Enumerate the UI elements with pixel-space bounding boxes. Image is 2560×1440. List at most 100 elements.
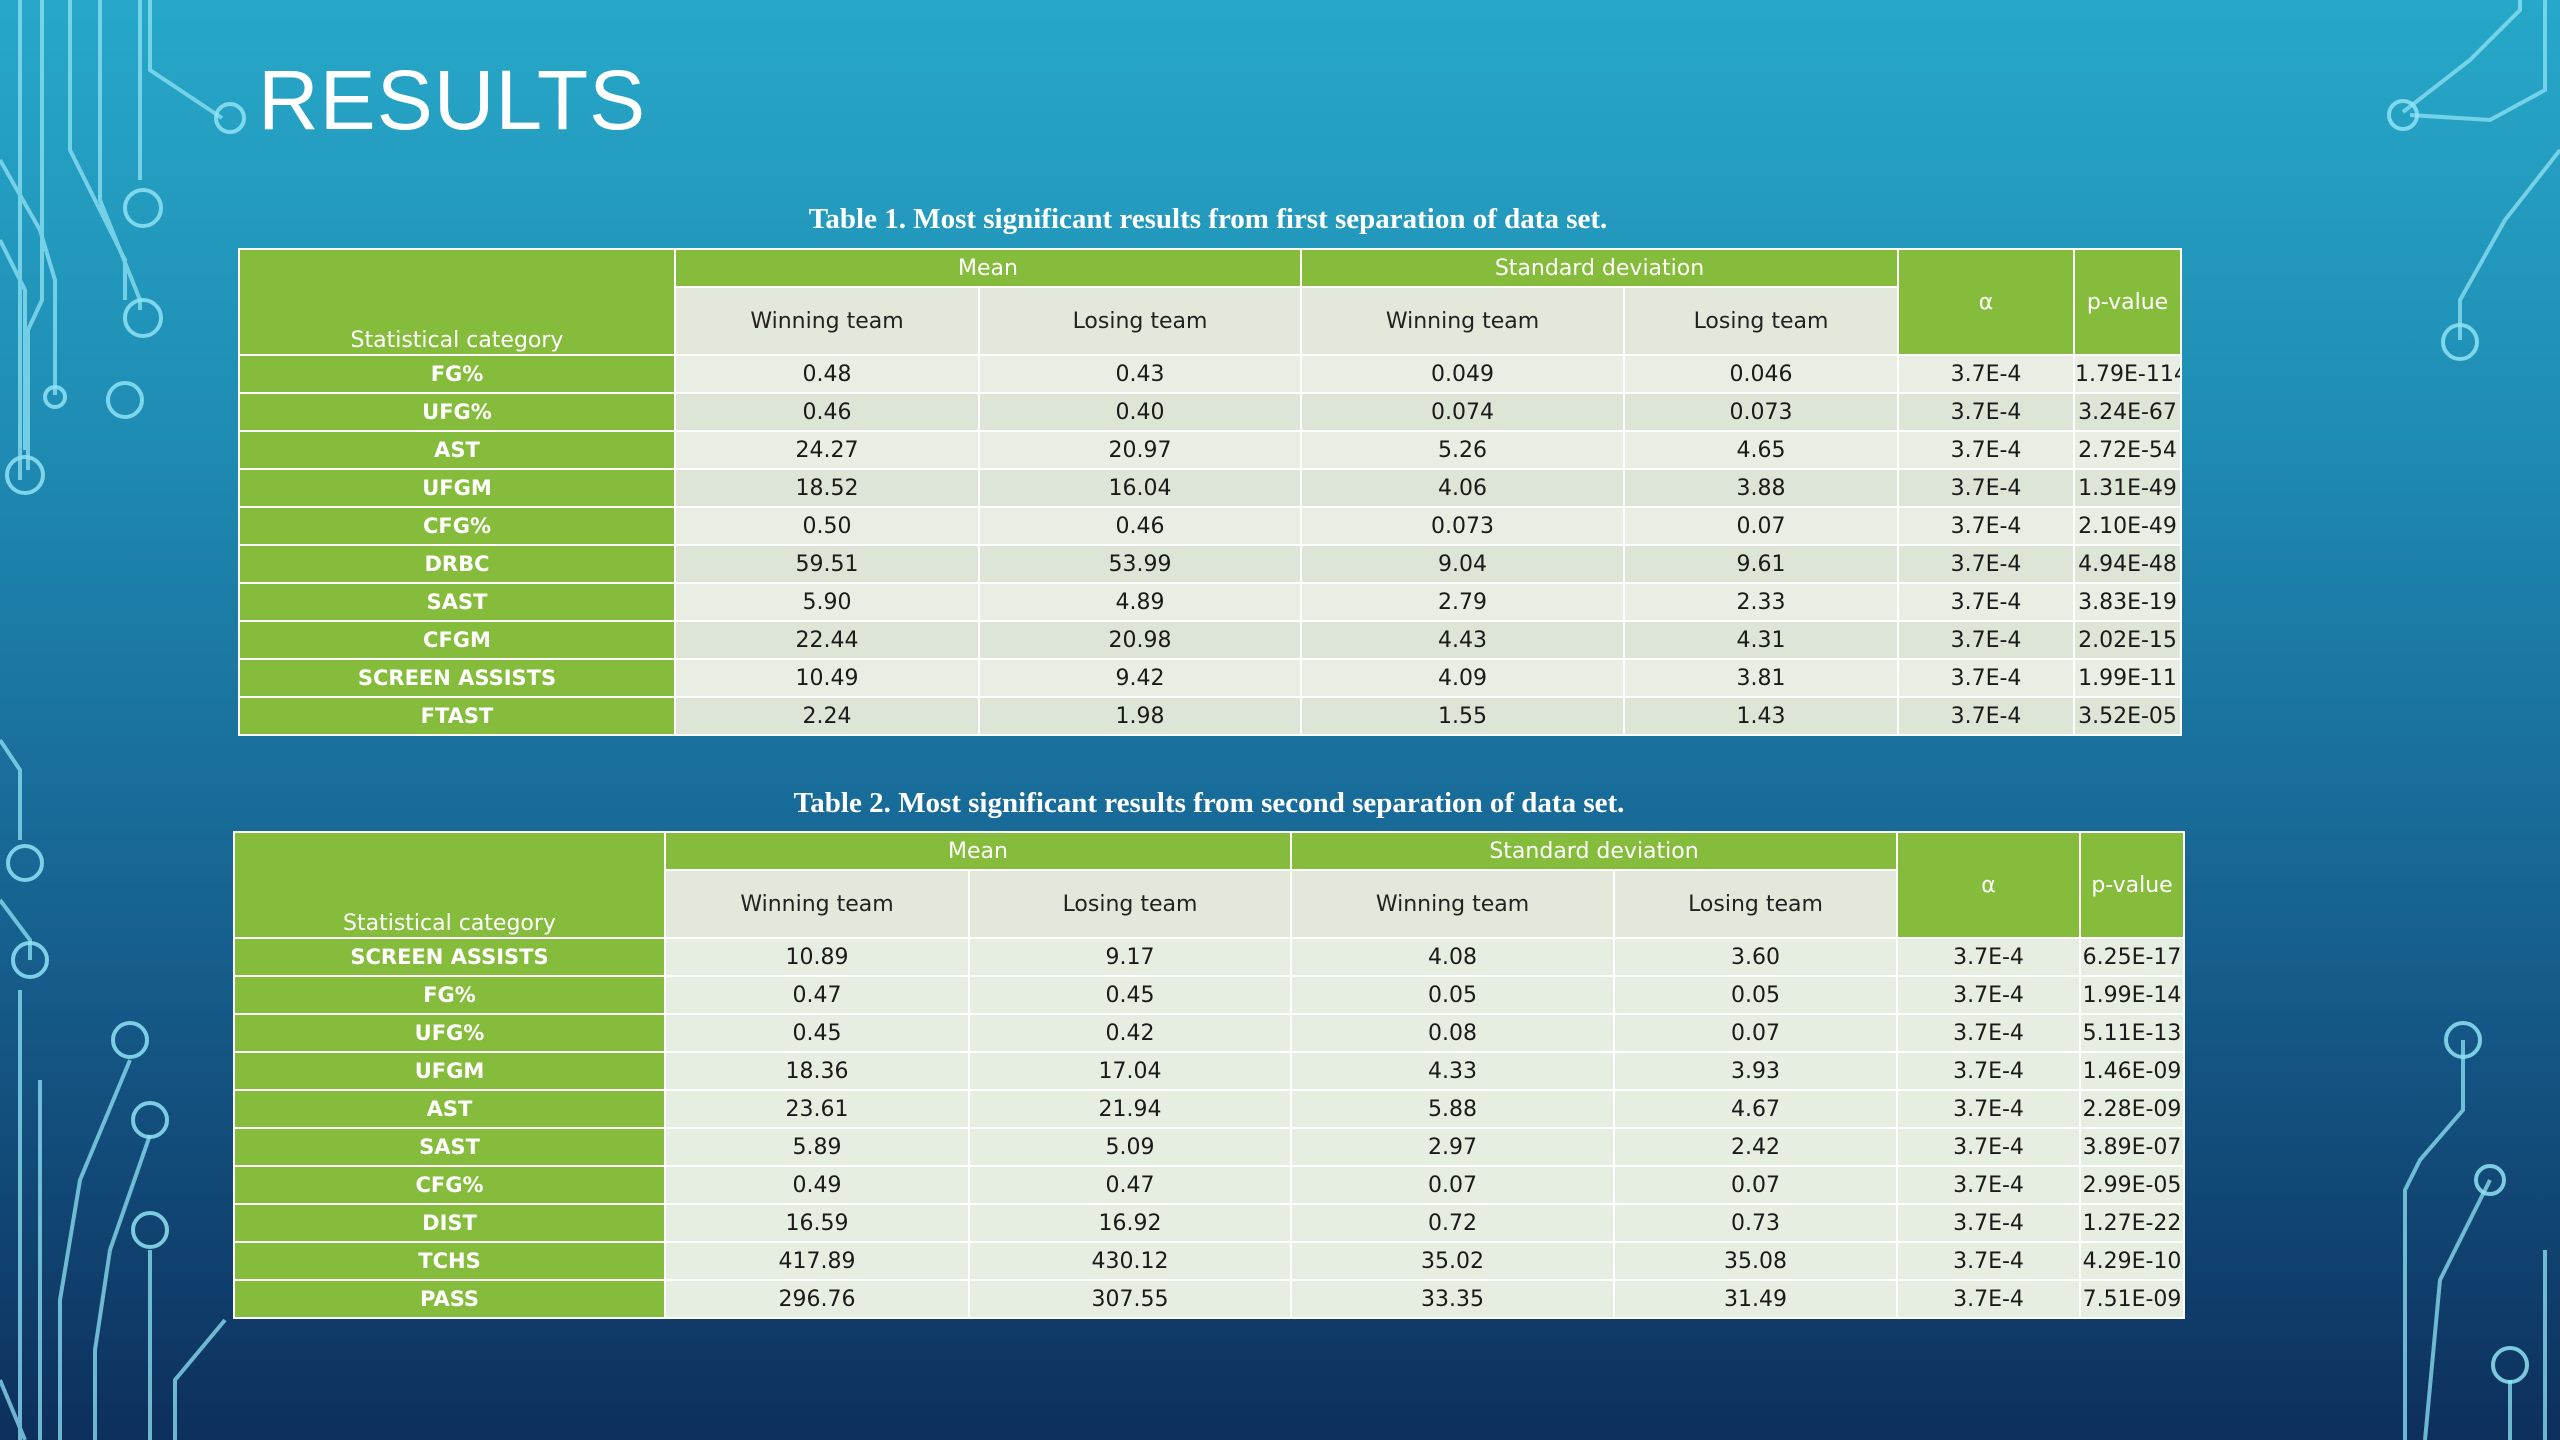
header-standard-deviation: Standard deviation	[1300, 248, 1900, 288]
header-std-losing-team: Losing team	[1613, 869, 1899, 939]
cell-std-losing: 2.33	[1623, 582, 1900, 622]
cell-category: UFG%	[233, 1013, 666, 1053]
cell-mean-winning: 417.89	[664, 1241, 970, 1281]
cell-std-losing: 0.073	[1623, 392, 1900, 432]
cell-category: TCHS	[233, 1241, 666, 1281]
cell-alpha: 3.7E-4	[1896, 1013, 2082, 1053]
cell-alpha: 3.7E-4	[1896, 975, 2082, 1015]
cell-mean-losing: 53.99	[977, 544, 1303, 584]
header-std-winning-team: Winning team	[1300, 286, 1626, 356]
table-row: CFG% 0.50 0.46 0.073 0.07 3.7E-4 2.10E-49	[238, 506, 2183, 546]
cell-mean-winning: 10.49	[674, 658, 980, 698]
cell-std-winning: 4.33	[1290, 1051, 1616, 1091]
cell-mean-losing: 16.92	[967, 1203, 1293, 1243]
cell-std-winning: 0.07	[1290, 1165, 1616, 1205]
cell-mean-winning: 23.61	[664, 1089, 970, 1129]
table-row: CFG% 0.49 0.47 0.07 0.07 3.7E-4 2.99E-05	[233, 1165, 2186, 1205]
header-statistical-category: Statistical category	[238, 248, 676, 356]
header-p-value: p-value	[2079, 831, 2186, 939]
cell-mean-winning: 0.47	[664, 975, 970, 1015]
cell-category: CFG%	[233, 1165, 666, 1205]
table-row: CFGM 22.44 20.98 4.43 4.31 3.7E-4 2.02E-15	[238, 620, 2183, 660]
cell-mean-winning: 16.59	[664, 1203, 970, 1243]
cell-alpha: 3.7E-4	[1897, 392, 2076, 432]
cell-mean-losing: 16.04	[977, 468, 1303, 508]
cell-category: UFG%	[238, 392, 676, 432]
cell-mean-losing: 5.09	[967, 1127, 1293, 1167]
table-row: UFGM 18.36 17.04 4.33 3.93 3.7E-4 1.46E-09	[233, 1051, 2186, 1091]
cell-mean-losing: 0.43	[977, 354, 1303, 394]
cell-std-winning: 0.08	[1290, 1013, 1616, 1053]
cell-std-losing: 3.88	[1623, 468, 1900, 508]
header-statistical-category: Statistical category	[233, 831, 666, 939]
table-row: FG% 0.47 0.45 0.05 0.05 3.7E-4 1.99E-14	[233, 975, 2186, 1015]
header-std-losing-team: Losing team	[1623, 286, 1900, 356]
cell-mean-losing: 20.98	[977, 620, 1303, 660]
cell-std-winning: 0.073	[1300, 506, 1626, 546]
cell-std-winning: 9.04	[1300, 544, 1626, 584]
cell-category: FG%	[233, 975, 666, 1015]
table-row: FG% 0.48 0.43 0.049 0.046 3.7E-4 1.79E-114	[238, 354, 2183, 394]
cell-alpha: 3.7E-4	[1896, 1089, 2082, 1129]
cell-std-winning: 0.05	[1290, 975, 1616, 1015]
header-mean-winning-team: Winning team	[664, 869, 970, 939]
cell-p-value: 1.79E-114	[2073, 354, 2183, 394]
table-row: DRBC 59.51 53.99 9.04 9.61 3.7E-4 4.94E-48	[238, 544, 2183, 584]
table-row: UFG% 0.46 0.40 0.074 0.073 3.7E-4 3.24E-67	[238, 392, 2183, 432]
cell-std-winning: 4.09	[1300, 658, 1626, 698]
cell-category: UFGM	[238, 468, 676, 508]
cell-alpha: 3.7E-4	[1896, 1241, 2082, 1281]
cell-std-losing: 0.07	[1613, 1013, 1899, 1053]
cell-std-losing: 0.07	[1623, 506, 1900, 546]
cell-alpha: 3.7E-4	[1896, 1165, 2082, 1205]
table-row: AST 24.27 20.97 5.26 4.65 3.7E-4 2.72E-54	[238, 430, 2183, 470]
cell-mean-losing: 0.46	[977, 506, 1303, 546]
table-row: SAST 5.89 5.09 2.97 2.42 3.7E-4 3.89E-07	[233, 1127, 2186, 1167]
header-std-winning-team: Winning team	[1290, 869, 1616, 939]
header-mean-losing-team: Losing team	[967, 869, 1293, 939]
cell-category: SCREEN ASSISTS	[238, 658, 676, 698]
cell-alpha: 3.7E-4	[1897, 468, 2076, 508]
header-mean: Mean	[673, 248, 1303, 288]
cell-std-winning: 4.08	[1290, 937, 1616, 977]
cell-std-winning: 35.02	[1290, 1241, 1616, 1281]
cell-std-losing: 4.67	[1613, 1089, 1899, 1129]
cell-mean-losing: 9.42	[977, 658, 1303, 698]
cell-p-value: 1.27E-22	[2079, 1203, 2186, 1243]
cell-std-losing: 31.49	[1613, 1279, 1899, 1319]
cell-category: SAST	[238, 582, 676, 622]
cell-mean-losing: 0.47	[967, 1165, 1293, 1205]
cell-alpha: 3.7E-4	[1897, 506, 2076, 546]
table2-body: SCREEN ASSISTS 10.89 9.17 4.08 3.60 3.7E-4 6.2…	[233, 937, 2186, 1319]
cell-p-value: 4.94E-48	[2073, 544, 2183, 584]
cell-std-losing: 3.93	[1613, 1051, 1899, 1091]
cell-category: FTAST	[238, 696, 676, 736]
cell-std-losing: 3.81	[1623, 658, 1900, 698]
table-row: SCREEN ASSISTS 10.89 9.17 4.08 3.60 3.7E-4 6.2…	[233, 937, 2186, 977]
cell-p-value: 4.29E-10	[2079, 1241, 2186, 1281]
cell-p-value: 6.25E-17	[2079, 937, 2186, 977]
header-mean-losing-team: Losing team	[977, 286, 1303, 356]
cell-mean-losing: 4.89	[977, 582, 1303, 622]
cell-std-winning: 0.074	[1300, 392, 1626, 432]
cell-std-losing: 1.43	[1623, 696, 1900, 736]
cell-std-losing: 4.65	[1623, 430, 1900, 470]
cell-alpha: 3.7E-4	[1896, 937, 2082, 977]
cell-category: CFG%	[238, 506, 676, 546]
table-row: DIST 16.59 16.92 0.72 0.73 3.7E-4 1.27E-22	[233, 1203, 2186, 1243]
cell-alpha: 3.7E-4	[1896, 1051, 2082, 1091]
cell-alpha: 3.7E-4	[1896, 1127, 2082, 1167]
cell-std-winning: 4.43	[1300, 620, 1626, 660]
cell-category: FG%	[238, 354, 676, 394]
cell-mean-losing: 0.45	[967, 975, 1293, 1015]
cell-category: DIST	[233, 1203, 666, 1243]
cell-p-value: 1.99E-14	[2079, 975, 2186, 1015]
table-row: SCREEN ASSISTS 10.49 9.42 4.09 3.81 3.7E-4 1.9…	[238, 658, 2183, 698]
table-row: TCHS 417.89 430.12 35.02 35.08 3.7E-4 4.29E-10	[233, 1241, 2186, 1281]
table-row: PASS 296.76 307.55 33.35 31.49 3.7E-4 7.51E-09	[233, 1279, 2186, 1319]
table-row: UFGM 18.52 16.04 4.06 3.88 3.7E-4 1.31E-49	[238, 468, 2183, 508]
cell-p-value: 1.46E-09	[2079, 1051, 2186, 1091]
cell-alpha: 3.7E-4	[1897, 696, 2076, 736]
cell-std-winning: 5.88	[1290, 1089, 1616, 1129]
